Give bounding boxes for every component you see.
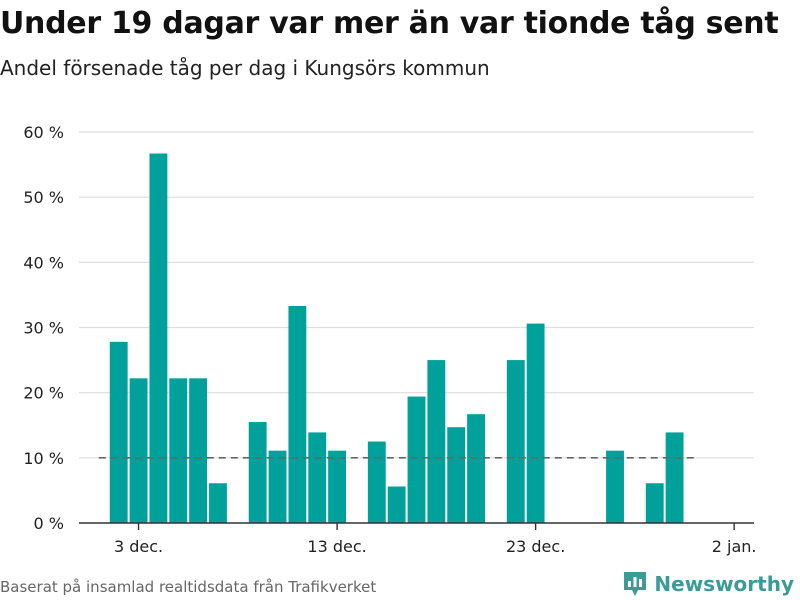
y-axis-labels: 0 % 10 % 20 % 30 % 40 % 50 % 60 % [23,123,64,533]
x-axis: 3 dec. 13 dec. 23 dec. 2 jan. [79,522,757,556]
newsworthy-logo-icon [624,572,647,596]
bar [387,486,406,523]
bar [109,341,128,523]
bar [467,414,485,523]
chart-subtitle: Andel försenade tåg per dag i Kungsörs k… [0,56,490,80]
x-tick-label: 23 dec. [506,537,565,556]
chart-title: Under 19 dagar var mer än var tionde tåg… [0,6,779,41]
bar [367,441,386,523]
bars [109,153,684,523]
bar [149,153,168,523]
bar [248,421,267,523]
bar [645,483,664,523]
y-tick-label: 60 % [23,123,64,142]
brand-name: Newsworthy [654,572,794,596]
y-tick-label: 50 % [23,188,64,207]
bar [407,396,426,523]
bar [169,378,188,523]
bar [665,432,684,523]
bar [288,305,307,523]
bar [447,427,466,523]
bar [427,360,446,523]
bar [308,432,327,523]
y-tick-label: 30 % [23,319,64,338]
x-tick-label: 2 jan. [712,537,757,556]
bar [328,450,347,523]
bar [189,378,208,523]
bar [209,483,227,523]
bar [268,450,287,523]
y-tick-label: 20 % [23,384,64,403]
y-tick-label: 40 % [23,253,64,272]
y-tick-label: 0 % [34,514,64,533]
bar [526,323,545,523]
bar [129,378,148,523]
x-tick-label: 3 dec. [114,537,163,556]
x-tick-label: 13 dec. [307,537,366,556]
bar [506,360,525,523]
brand-logo: Newsworthy [622,570,794,598]
source-note: Baserat på insamlad realtidsdata från Tr… [0,578,377,596]
y-tick-label: 10 % [23,449,64,468]
bar [606,450,624,523]
